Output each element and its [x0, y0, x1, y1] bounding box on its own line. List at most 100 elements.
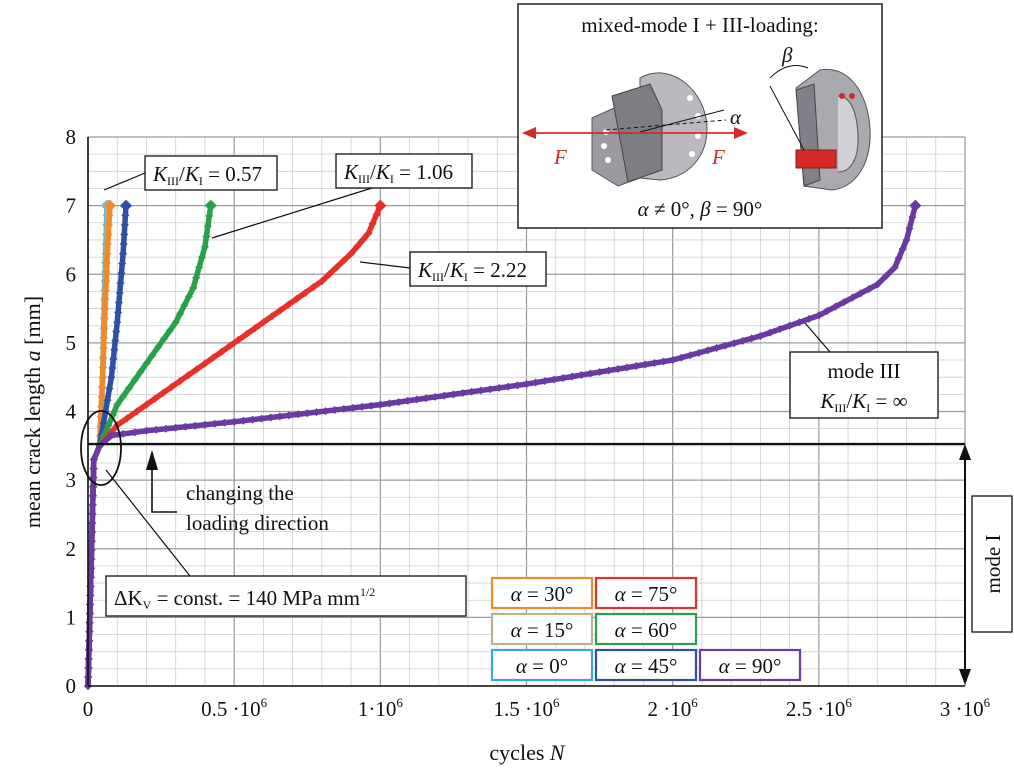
data-point [301, 288, 310, 297]
data-point [202, 232, 211, 241]
data-point [239, 416, 248, 425]
data-point [317, 277, 326, 286]
data-point [374, 199, 387, 212]
data-point [694, 348, 703, 357]
data-point [568, 372, 577, 381]
data-point [403, 396, 412, 405]
svg-text:loading direction: loading direction [186, 511, 329, 535]
data-point [898, 245, 907, 254]
y-tick-label: 6 [66, 262, 77, 286]
data-point [785, 321, 794, 330]
svg-text:KIII/KI = 1.06: KIII/KI = 1.06 [343, 160, 453, 186]
data-point [114, 308, 123, 317]
data-point [766, 328, 775, 337]
data-point [119, 429, 128, 438]
data-point [632, 362, 641, 371]
data-point [641, 360, 650, 369]
data-point [540, 377, 549, 386]
data-point [234, 335, 243, 344]
data-point [358, 235, 367, 244]
data-point [200, 420, 209, 429]
data-point [89, 455, 98, 464]
x-tick-label: 0 [83, 697, 94, 721]
data-point [184, 371, 193, 380]
data-point [195, 263, 204, 272]
data-point [103, 240, 112, 249]
data-point [171, 318, 180, 327]
data-point [130, 428, 139, 437]
data-point [87, 564, 96, 573]
y-tick-label: 7 [66, 194, 77, 218]
data-point [376, 400, 385, 409]
data-point [89, 464, 98, 473]
data-point [132, 407, 141, 416]
data-point [116, 279, 125, 288]
legend-box [594, 576, 698, 610]
data-point [738, 336, 747, 345]
data-point [595, 368, 604, 377]
data-point [107, 431, 116, 440]
data-point [348, 403, 357, 412]
data-point [412, 395, 421, 404]
data-point [152, 425, 161, 434]
data-point [85, 636, 94, 645]
specimen-right-illustration [769, 65, 871, 191]
data-point [531, 378, 540, 387]
data-point [120, 199, 133, 212]
legend-item: α = 30° [490, 576, 594, 610]
data-point [205, 211, 214, 220]
data-point [339, 256, 348, 265]
data-point [467, 387, 476, 396]
data-point [204, 199, 217, 212]
data-point [703, 346, 712, 355]
data-point [86, 573, 95, 582]
data-point [504, 382, 513, 391]
data-point [200, 242, 209, 251]
svg-text:changing the: changing the [186, 481, 294, 505]
force-left-label: F [553, 145, 567, 169]
legend-item: α = 45° [594, 648, 698, 682]
data-point [257, 414, 266, 423]
data-point [309, 282, 318, 291]
data-point [650, 359, 659, 368]
data-point [102, 277, 111, 286]
data-point [347, 249, 356, 258]
svg-text:KIII/KI = 0.57: KIII/KI = 0.57 [152, 162, 262, 188]
annotation-delta-k: ΔKV = const. = 140 MPa mm1/2 [105, 469, 467, 617]
force-right-label: F [711, 145, 725, 169]
data-point [668, 356, 677, 365]
data-point [686, 351, 695, 360]
legend-box [698, 648, 802, 682]
data-point [756, 332, 765, 341]
data-point [217, 347, 226, 356]
data-point [88, 509, 97, 518]
alpha-label: α [730, 105, 742, 129]
data-point [102, 258, 111, 267]
data-point [148, 351, 157, 360]
data-point [124, 384, 133, 393]
data-point [210, 419, 219, 428]
data-point [559, 374, 568, 383]
data-point [121, 211, 130, 220]
data-point [97, 392, 106, 401]
data-point [167, 382, 176, 391]
data-point [449, 390, 458, 399]
data-point [292, 294, 301, 303]
data-point [458, 389, 467, 398]
beta-label: β [781, 43, 793, 67]
data-point [894, 254, 903, 263]
data-point [712, 344, 721, 353]
axes [87, 137, 965, 687]
data-point [677, 353, 686, 362]
y-tick-label: 4 [66, 400, 77, 424]
x-tick-label: 2.5 ·106 [786, 695, 853, 721]
data-point [99, 333, 108, 342]
data-point [142, 426, 151, 435]
data-point [136, 367, 145, 376]
data-point [775, 325, 784, 334]
data-point [586, 369, 595, 378]
data-point [180, 301, 189, 310]
inset-caption: α ≠ 0°, β = 90° [638, 197, 763, 221]
data-point [805, 314, 814, 323]
data-point [160, 334, 169, 343]
